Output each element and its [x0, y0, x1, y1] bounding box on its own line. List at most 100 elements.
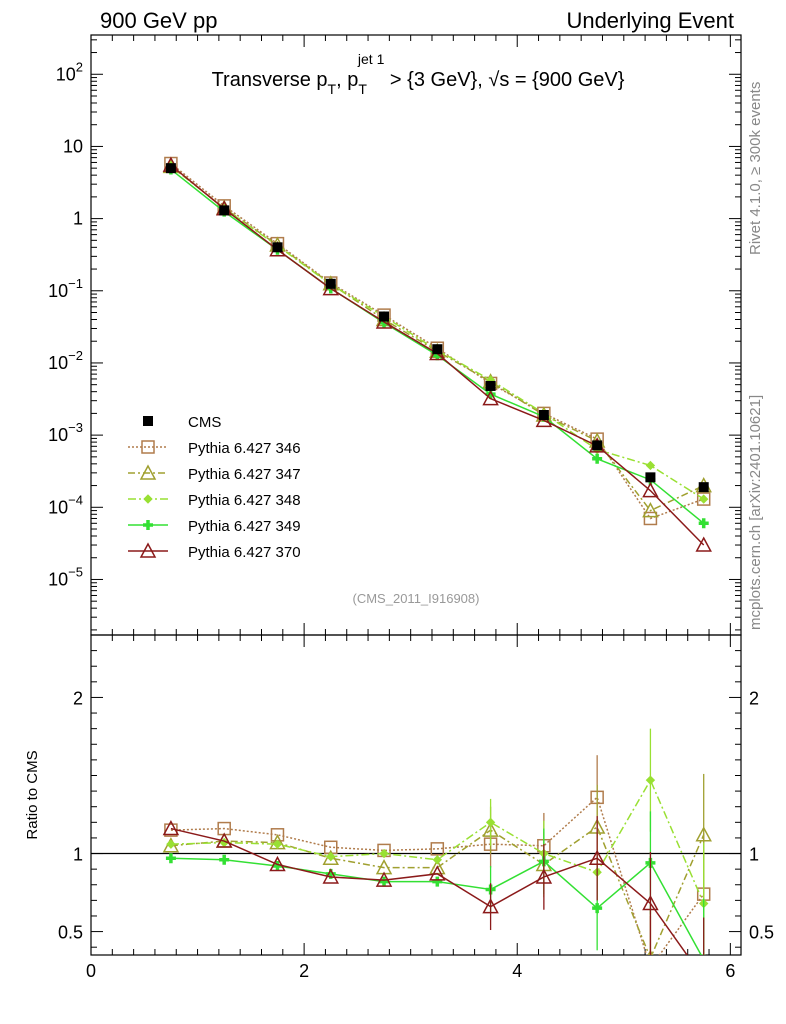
ratio-point [219, 854, 230, 865]
ratio-point [430, 842, 445, 856]
y-tick-label: 10−3 [48, 420, 83, 445]
x-tick-label: 2 [299, 961, 309, 981]
ratio-series-4 [162, 816, 711, 984]
series-line [170, 165, 705, 512]
ratio-series-2 [166, 728, 709, 955]
ratio-point [215, 832, 233, 848]
ratio-point [645, 775, 656, 785]
data-point [592, 440, 603, 451]
data-point [698, 482, 709, 493]
data-point [272, 242, 283, 253]
series-point [695, 536, 712, 552]
ratio-series-0 [164, 755, 711, 973]
y-tick-label: 10−5 [48, 564, 83, 589]
ratio-point [535, 868, 553, 884]
ratio-y-tick-label: 0.5 [58, 923, 83, 943]
series-point [482, 390, 499, 406]
y-tick-label: 10 [63, 136, 83, 156]
main-series [162, 156, 712, 552]
header-left: 900 GeV pp [100, 8, 217, 33]
ratio-axis-label: Ratio to CMS [24, 750, 41, 839]
series-point [642, 502, 659, 518]
ratio-point [592, 903, 603, 914]
legend-label: Pythia 6.427 348 [188, 492, 301, 509]
plot-title: Transverse pT, pTjet 1 > {3 GeV}, √s = {… [212, 51, 625, 97]
y-tick-label: 1 [73, 209, 83, 229]
ratio-point [269, 855, 286, 872]
ratio-point [322, 868, 340, 884]
ratio-point [485, 817, 496, 828]
ratio-point [697, 971, 711, 984]
x-tick-label: 4 [512, 961, 522, 981]
series-point [698, 518, 709, 529]
ratio-point [326, 851, 336, 862]
ratio-point [432, 855, 443, 865]
series-point [643, 511, 658, 526]
ratio-point [272, 861, 283, 872]
ratio-point [644, 961, 656, 973]
rivet-label: Rivet 4.1.0, ≥ 300k events [747, 82, 764, 255]
ratio-point [695, 826, 712, 842]
legend-marker [139, 542, 157, 558]
legend-marker [143, 520, 153, 530]
legend-label-cms: CMS [188, 414, 221, 431]
series-point [698, 494, 709, 504]
ratio-point [642, 894, 659, 911]
legend-marker [139, 464, 157, 480]
ratio-point [379, 876, 390, 887]
ratio-y-tick-label-right: 1 [749, 845, 759, 865]
ratio-point [701, 954, 706, 955]
ratio-y-tick-label-right: 0.5 [749, 923, 774, 943]
legend-label: Pythia 6.427 370 [188, 544, 301, 561]
y-tick-label: 102 [56, 59, 83, 84]
legend-marker [143, 494, 153, 504]
legend-marker [141, 440, 155, 454]
ratio-line [170, 827, 688, 955]
ratio-point [165, 853, 176, 864]
ratio-point [432, 876, 443, 887]
series-1 [162, 157, 712, 518]
ratio-y-tick-label: 1 [73, 845, 83, 865]
ratio-point [588, 849, 606, 865]
data-point [379, 311, 390, 322]
x-tick-label: 0 [86, 961, 96, 981]
analysis-id: (CMS_2011_I916908) [353, 591, 480, 606]
header-right: Underlying Event [566, 8, 734, 33]
data-point [165, 163, 176, 174]
ratio-point [379, 848, 389, 859]
ratio-y-tick-label-right: 2 [749, 688, 759, 708]
ratio-point [429, 865, 446, 881]
main-axes: 102 10 1 10−1 10−2 10−3 10−4 10−5 [48, 35, 741, 635]
ratio-series-1 [162, 773, 712, 955]
y-tick-label: 10−4 [48, 492, 83, 517]
ratio-point [162, 819, 180, 836]
data-point [645, 472, 656, 483]
series-point [592, 453, 603, 464]
x-tick-label: 6 [725, 961, 735, 981]
data-point [432, 344, 443, 355]
ratio-series [162, 728, 712, 984]
ratio-point [375, 871, 393, 887]
ratio-point [272, 839, 283, 849]
y-tick-label: 10−1 [48, 276, 83, 301]
ratio-point [166, 839, 176, 849]
ratio-axes: 0 2 4 6 0.5 0.5 1 1 2 2 [58, 634, 774, 981]
series-point [645, 460, 656, 471]
legend-label: Pythia 6.427 349 [188, 518, 301, 535]
legend-label: Pythia 6.427 347 [188, 466, 301, 483]
data-point [325, 278, 336, 289]
y-tick-label: 10−2 [48, 348, 83, 373]
legend: CMS Pythia 6.427 346 Pythia 6.427 347 Pythi… [128, 414, 301, 561]
mcplots-label: mcplots.cern.ch [arXiv:2401.10621] [747, 395, 764, 630]
ratio-y-tick-label: 2 [73, 688, 83, 708]
legend-label: Pythia 6.427 346 [188, 440, 301, 457]
ratio-plot-frame [90, 634, 742, 956]
data-point [219, 205, 230, 216]
data-cms [165, 163, 709, 493]
legend-marker-cms [143, 416, 153, 426]
data-point [538, 410, 549, 421]
series-point [642, 482, 659, 498]
ratio-point [482, 898, 499, 914]
series-point [696, 492, 711, 506]
